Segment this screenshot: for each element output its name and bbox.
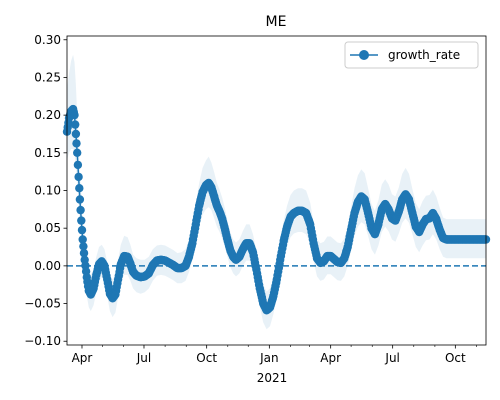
y-tick-label: 0.10 bbox=[34, 184, 61, 198]
x-tick-label: Apr bbox=[320, 351, 341, 365]
legend-box bbox=[344, 41, 479, 69]
y-tick-label: 0.25 bbox=[34, 70, 61, 84]
chart-title: ME bbox=[266, 14, 287, 30]
data-point bbox=[75, 184, 84, 193]
x-tick-label: Oct bbox=[196, 351, 217, 365]
y-tick-label: 0.15 bbox=[34, 146, 61, 160]
y-tick-label: −0.05 bbox=[24, 297, 61, 311]
y-tick-label: −0.10 bbox=[24, 334, 61, 348]
legend: growth_rate bbox=[344, 41, 479, 69]
y-tick-label: 0.20 bbox=[34, 108, 61, 122]
series-layer bbox=[62, 104, 491, 315]
data-point bbox=[79, 248, 89, 258]
x-tick-label: Jul bbox=[136, 351, 151, 365]
y-tick-label: 0.00 bbox=[34, 259, 61, 273]
x-tick-label: Apr bbox=[72, 351, 93, 365]
data-point bbox=[74, 172, 83, 182]
data-point bbox=[76, 205, 85, 215]
data-point bbox=[77, 216, 86, 225]
x-tick-label: Oct bbox=[445, 351, 466, 365]
data-point bbox=[70, 110, 79, 120]
data-point bbox=[71, 120, 80, 129]
data-point bbox=[73, 148, 82, 157]
data-point bbox=[71, 129, 81, 139]
data-point bbox=[73, 160, 83, 170]
data-point bbox=[77, 225, 87, 235]
legend-label: growth_rate bbox=[388, 48, 460, 62]
x-tick-label: Jan bbox=[259, 351, 279, 365]
data-point bbox=[78, 235, 87, 244]
x-tick-label: Jul bbox=[384, 351, 399, 365]
y-tick-label: 0.05 bbox=[34, 221, 61, 235]
y-tick-label: 0.30 bbox=[34, 33, 61, 47]
data-point bbox=[75, 195, 85, 204]
legend-marker-swatch bbox=[359, 50, 369, 60]
axes-layer: −0.10 −0.05 0.00 0.05 0.10 0.15 0.20 0.25 0.30 Ap… bbox=[24, 33, 487, 365]
data-point bbox=[79, 242, 88, 251]
data-point bbox=[72, 139, 81, 148]
x-axis-label: 2021 bbox=[257, 371, 288, 385]
